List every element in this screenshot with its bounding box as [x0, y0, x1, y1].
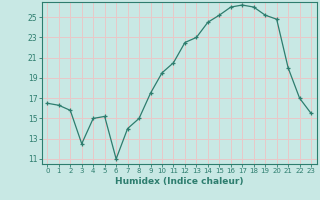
X-axis label: Humidex (Indice chaleur): Humidex (Indice chaleur)	[115, 177, 244, 186]
